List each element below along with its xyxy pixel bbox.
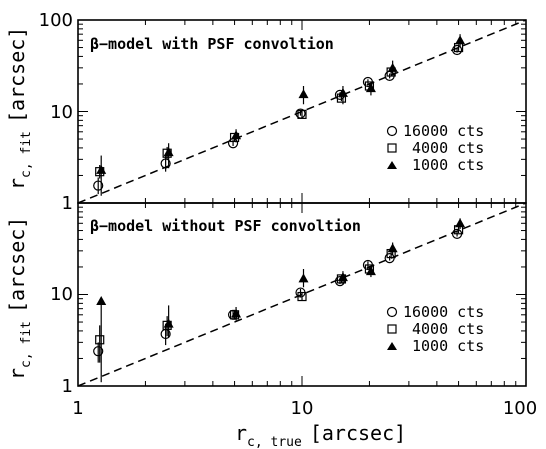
bottom-y-axis-label: rc, fit [arcsec] — [5, 217, 34, 380]
svg-text:rc, true[arcsec]: rc, true [arcsec] — [235, 421, 406, 449]
data-point-square — [297, 109, 307, 119]
top-legend-label-4000: 4000 cts — [412, 139, 484, 157]
data-point-triangle — [163, 318, 174, 328]
legend-square-icon — [387, 143, 397, 153]
data-point-triangle — [455, 35, 466, 45]
svg-text:rc, fit[arcsec]: rc, fit [arcsec] — [5, 27, 34, 190]
data-point-circle — [334, 276, 346, 287]
top-ytick-label-10: 10 — [50, 102, 73, 123]
top-legend: 16000 cts 4000 cts 1000 cts — [386, 122, 484, 174]
top-panel-title: β−model with PSF convoltion — [90, 35, 334, 53]
data-point-square — [297, 291, 307, 302]
data-point-triangle — [387, 62, 398, 72]
top-panel-points — [93, 34, 466, 196]
top-ytick-label-1: 1 — [62, 193, 73, 214]
top-y-axis-label-unit: [arcsec] — [5, 27, 29, 123]
legend-triangle-icon — [387, 161, 397, 169]
bottom-legend-label-1000: 1000 cts — [412, 337, 484, 355]
legend-square-icon — [387, 324, 397, 334]
bottom-legend-label-4000: 4000 cts — [412, 320, 484, 338]
bottom-panel-points — [93, 218, 466, 383]
top-legend-label-16000: 16000 cts — [403, 122, 484, 140]
svg-text:rc, fit[arcsec]: rc, fit [arcsec] — [5, 217, 34, 380]
bottom-panel-ticks — [77, 202, 527, 387]
bottom-ytick-label-10: 10 — [50, 284, 73, 305]
data-point-circle — [93, 180, 104, 191]
data-point-triangle — [231, 308, 242, 318]
data-point-triangle — [365, 83, 376, 93]
x-axis-label-sub: c, true — [247, 435, 302, 449]
top-y-axis-label: rc, fit [arcsec] — [5, 27, 34, 190]
bottom-y-axis-label-sub: c, fit — [19, 321, 34, 368]
top-y-axis-label-sub: c, fit — [19, 131, 34, 178]
data-point-triangle — [337, 87, 348, 97]
top-legend-label-1000: 1000 cts — [412, 156, 484, 174]
data-point-triangle — [337, 272, 348, 282]
top-ytick-label-100: 100 — [39, 10, 73, 31]
data-point-triangle — [298, 89, 309, 99]
data-point-triangle — [163, 147, 174, 157]
data-point-triangle — [96, 295, 107, 305]
data-point-triangle — [365, 266, 376, 276]
xtick-label-10: 10 — [291, 398, 314, 419]
data-point-circle — [160, 158, 171, 169]
legend-circle-icon — [386, 125, 398, 137]
bottom-legend: 16000 cts 4000 cts 1000 cts — [386, 303, 484, 355]
x-axis-label-main: r — [235, 421, 247, 445]
xtick-label-100: 100 — [503, 398, 537, 419]
data-point-triangle — [387, 243, 398, 253]
data-point-triangle — [96, 164, 107, 174]
top-y-axis-label-main: r — [5, 178, 29, 190]
data-point-triangle — [455, 218, 466, 228]
bottom-legend-label-16000: 16000 cts — [403, 303, 484, 321]
data-point-circle — [93, 346, 104, 357]
legend-circle-icon — [386, 306, 398, 318]
legend-triangle-icon — [387, 342, 397, 350]
data-point-square — [95, 335, 105, 345]
xtick-label-1: 1 — [72, 398, 83, 419]
x-axis-label: rc, true [arcsec] — [235, 421, 406, 449]
data-point-triangle — [298, 273, 309, 283]
data-point-circle — [451, 44, 463, 56]
bottom-ytick-label-1: 1 — [62, 376, 73, 397]
bottom-panel-title: β−model without PSF convoltion — [90, 217, 361, 235]
bottom-y-axis-label-main: r — [5, 368, 29, 380]
bottom-y-axis-label-unit: [arcsec] — [5, 217, 29, 313]
data-point-triangle — [231, 130, 242, 140]
x-axis-label-unit: [arcsec] — [310, 421, 406, 445]
